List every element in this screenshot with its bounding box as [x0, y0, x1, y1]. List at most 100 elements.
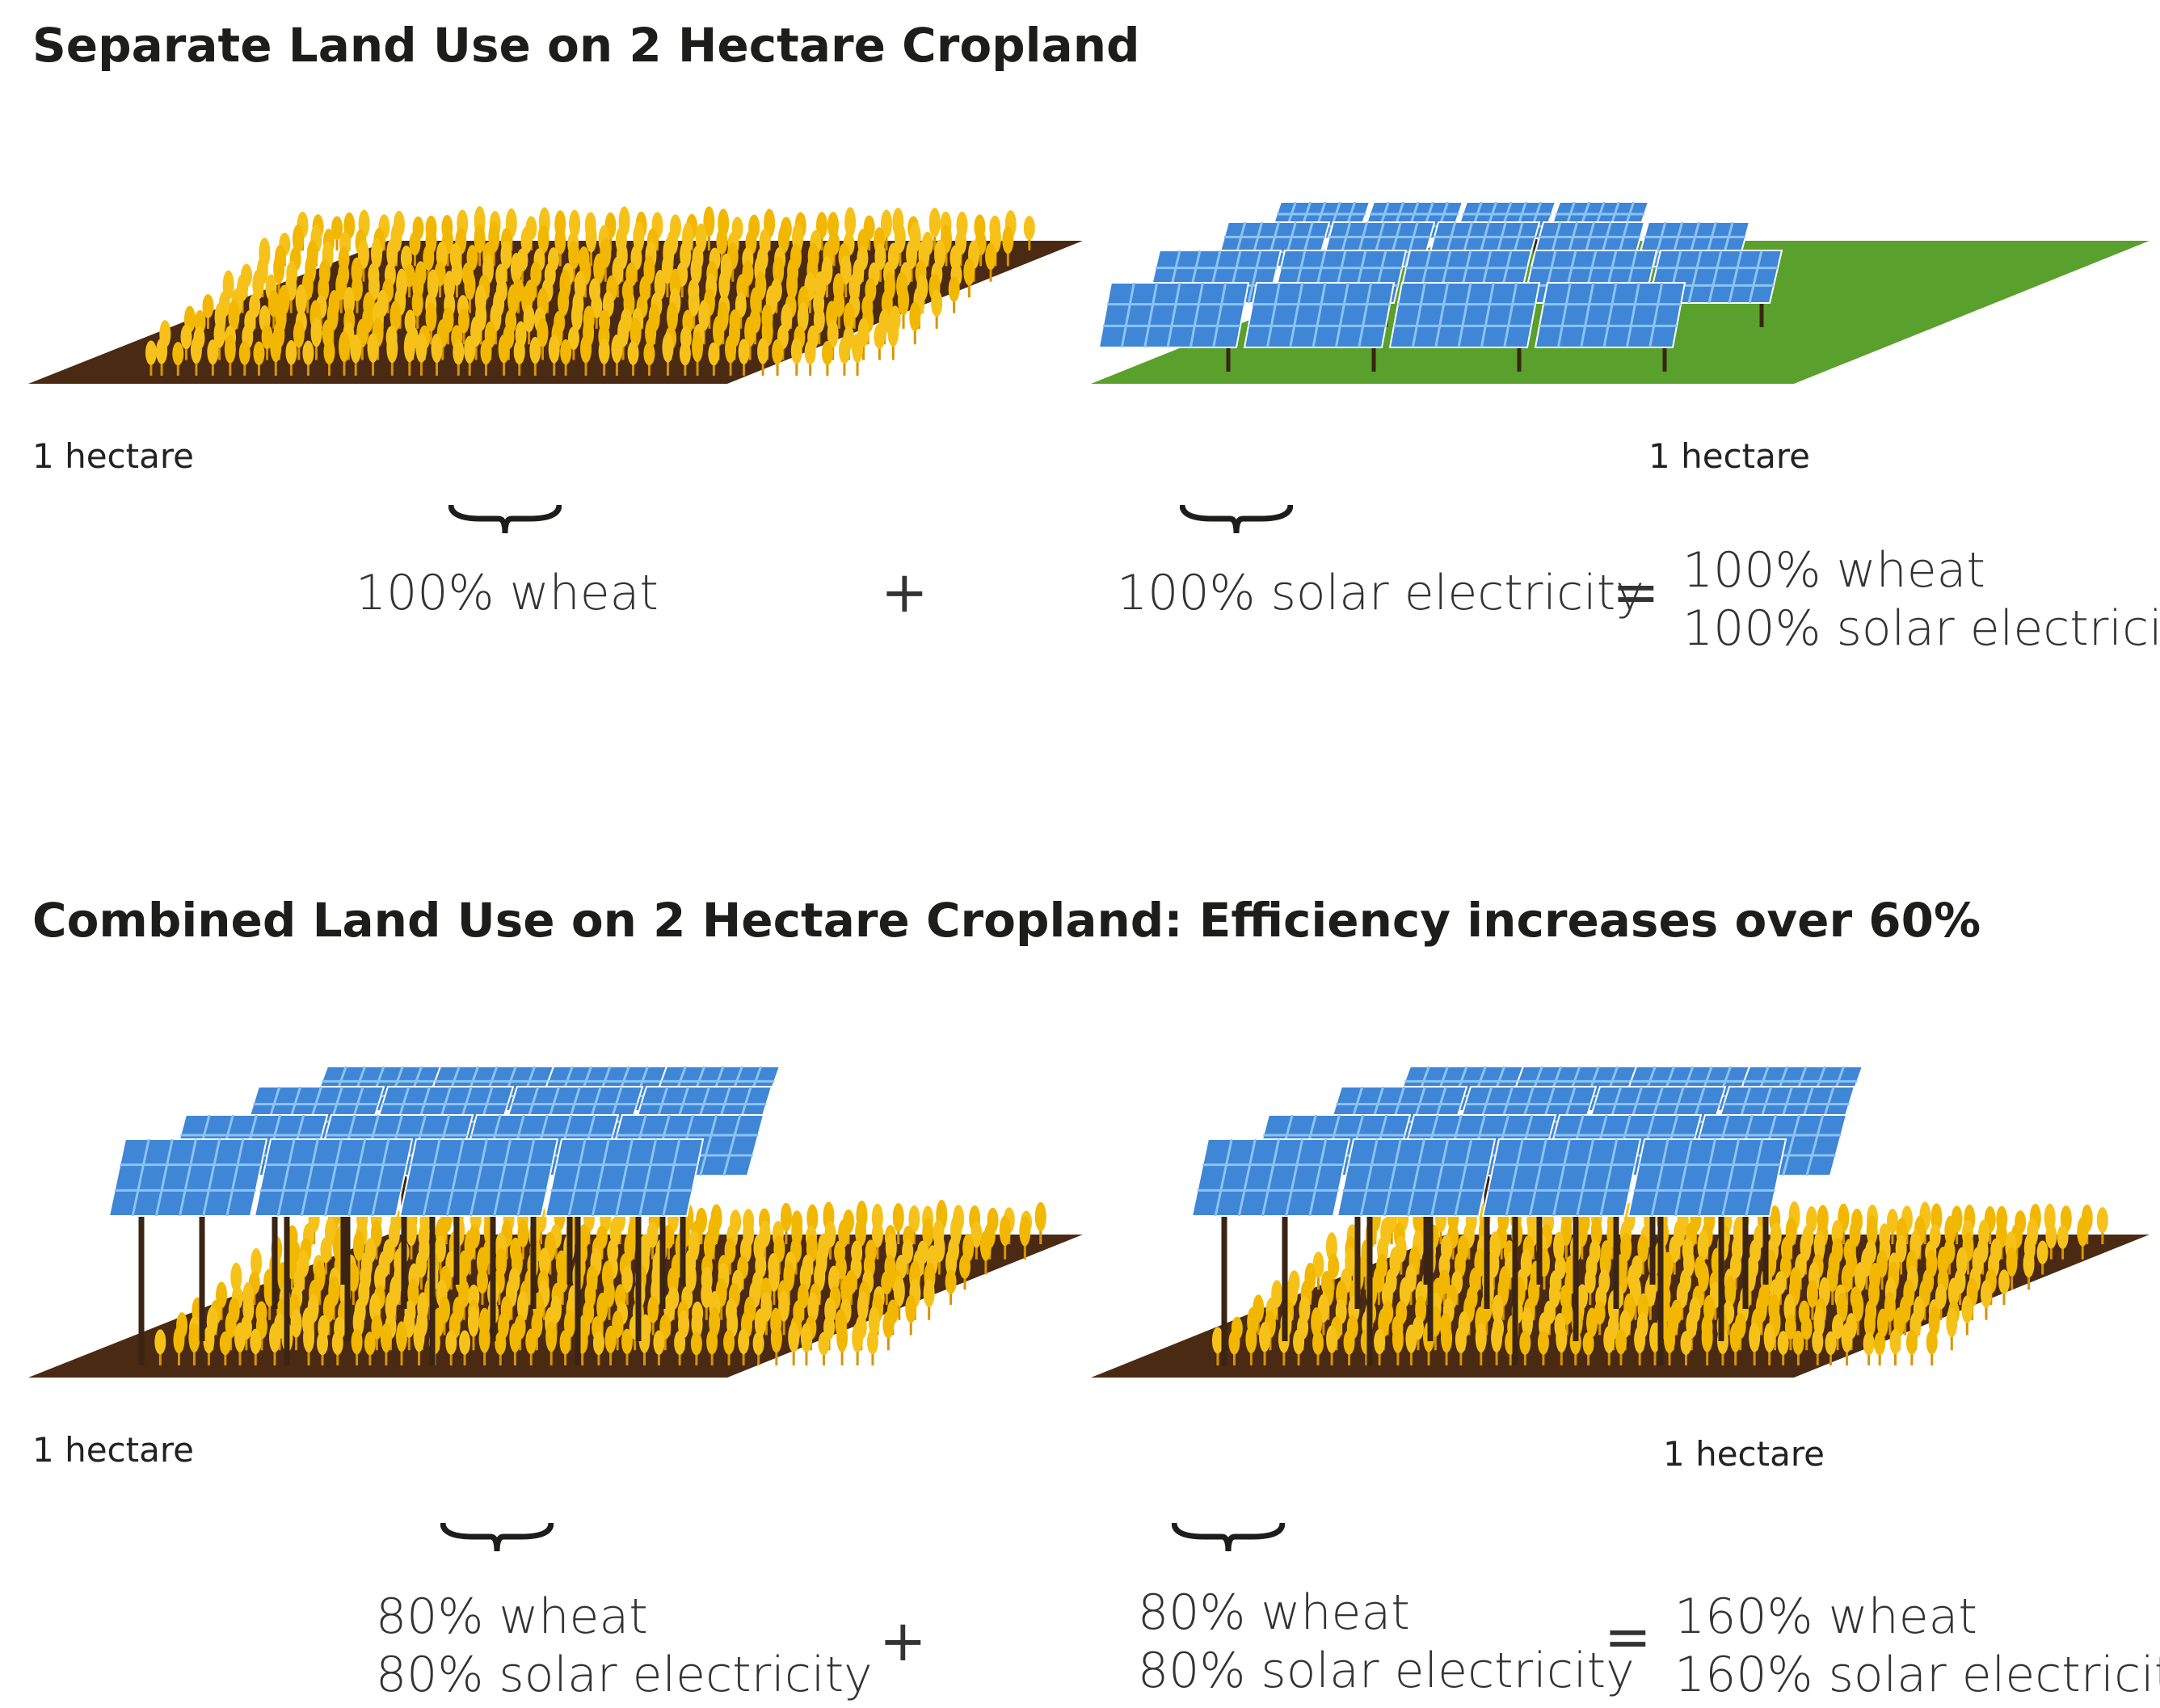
wheat-ear [1415, 1295, 1427, 1323]
wheat-ear [2045, 1223, 2057, 1249]
wheat-ear [2057, 1225, 2069, 1249]
solar-panel [1627, 1138, 1787, 1217]
wheat-ear [1697, 1230, 1709, 1261]
wheat-ear [1585, 1307, 1598, 1338]
wheat-field-illustration [28, 205, 1083, 384]
wheat-ear [457, 308, 469, 334]
wheat-ear [598, 338, 610, 364]
wheat-ear [1548, 1280, 1560, 1308]
wheat-ear [807, 1292, 819, 1323]
wheat-ear [1863, 1331, 1875, 1356]
wheat-ear [1634, 1325, 1646, 1354]
wheat-ear [517, 1220, 529, 1247]
wheat-ear [1895, 1235, 1907, 1263]
wheat-ear [371, 1315, 383, 1340]
wheat-ear [1947, 1277, 1960, 1307]
wheat-ear [529, 336, 541, 364]
area-label-left: 1 hectare [32, 436, 195, 476]
wheat-ear [478, 1324, 491, 1353]
wheat-ear [1455, 1326, 1467, 1354]
wheat-ear [190, 336, 202, 364]
plus-sign: + [879, 1608, 927, 1674]
wheat-ear [302, 340, 314, 365]
wheat-ear [1399, 1277, 1411, 1307]
wheat-ear [813, 306, 825, 334]
wheat-ear [509, 1323, 521, 1353]
wheat-ear [409, 231, 421, 256]
wheat-ear [880, 209, 892, 238]
wheat-ear [203, 1326, 215, 1354]
wheat-ear [445, 1330, 457, 1355]
wheat-ear [1937, 1247, 1949, 1277]
wheat-ear [500, 241, 512, 270]
wheat-ear [367, 333, 379, 363]
wheat-ear [797, 302, 809, 332]
wheat-ear [238, 341, 251, 365]
wheat-ear [881, 1271, 893, 1295]
wheat-ear [537, 318, 549, 347]
wheat-ear [252, 269, 264, 301]
curly-brace-icon [1180, 504, 1293, 534]
wheat-ear [752, 1331, 764, 1356]
wheat-ear [723, 1330, 735, 1355]
wheat-ear [750, 287, 762, 317]
left-result: 100% wheat [356, 565, 659, 621]
wheat-ear [1664, 1325, 1676, 1354]
wheat-ear [1312, 1252, 1324, 1278]
wheat-ear [322, 1294, 335, 1323]
wheat-ear [228, 300, 240, 331]
wheat-ear [1876, 1308, 1888, 1338]
wheat-ear [1492, 1294, 1504, 1323]
equals-sign: = [1604, 1604, 1652, 1670]
wheat-ear [1784, 1315, 1796, 1340]
wheat-ear [768, 1262, 780, 1292]
solar-park-illustration [1091, 201, 2149, 384]
wheat-ear [772, 339, 784, 365]
wheat-ear [1475, 1323, 1487, 1353]
wheat-ear [293, 320, 305, 348]
wheat-ear [474, 224, 486, 254]
wheat-ear [1328, 1254, 1340, 1279]
wheat-ear [1998, 1269, 2011, 1294]
wheat-ear [385, 1291, 397, 1323]
wheat-ear [777, 224, 789, 254]
wheat-ear [1729, 1322, 1741, 1353]
wheat-ear [525, 1328, 537, 1355]
wheat-ear [596, 1292, 608, 1323]
wheat-ear [866, 1328, 878, 1355]
wheat-ear [663, 1224, 675, 1249]
wheat-ear [1836, 1292, 1848, 1323]
wheat-ear [554, 227, 566, 255]
wheat-ear [380, 1323, 392, 1353]
wheat-ear [538, 1247, 550, 1277]
wheat-ear [548, 334, 560, 364]
wheat-ear [923, 1278, 935, 1308]
wheat-ear [627, 341, 639, 365]
wheat-ear [261, 324, 273, 350]
section-combined-title: Combined Land Use on 2 Hectare Cropland:… [32, 893, 1981, 948]
curly-brace-icon [448, 504, 562, 534]
solar-panel [1388, 282, 1541, 348]
wheat-ear [1800, 1316, 1813, 1340]
wheat-ear [1724, 1276, 1737, 1307]
wheat-ear [388, 1220, 400, 1248]
wheat-ear [639, 276, 651, 302]
wheat-ear [558, 288, 570, 317]
wheat-ear [310, 317, 322, 347]
wheat-ear [516, 1290, 528, 1322]
wheat-ear [1806, 1280, 1818, 1308]
wheat-ear [698, 300, 710, 331]
wheat-ear [1905, 1330, 1918, 1355]
wheat-ear [692, 331, 704, 363]
solar-panel [1336, 1138, 1497, 1217]
wheat-ear [1841, 1323, 1853, 1353]
wheat-ear [1812, 1328, 1824, 1355]
wheat-ear [868, 1306, 880, 1337]
wheat-ear [251, 1247, 263, 1277]
wheat-ear [838, 336, 850, 364]
wheat-ear [591, 294, 603, 318]
wheat-ear [537, 224, 549, 254]
wheat-ear [844, 207, 857, 238]
wheat-ear [909, 301, 921, 332]
wheat-ear [840, 255, 852, 285]
